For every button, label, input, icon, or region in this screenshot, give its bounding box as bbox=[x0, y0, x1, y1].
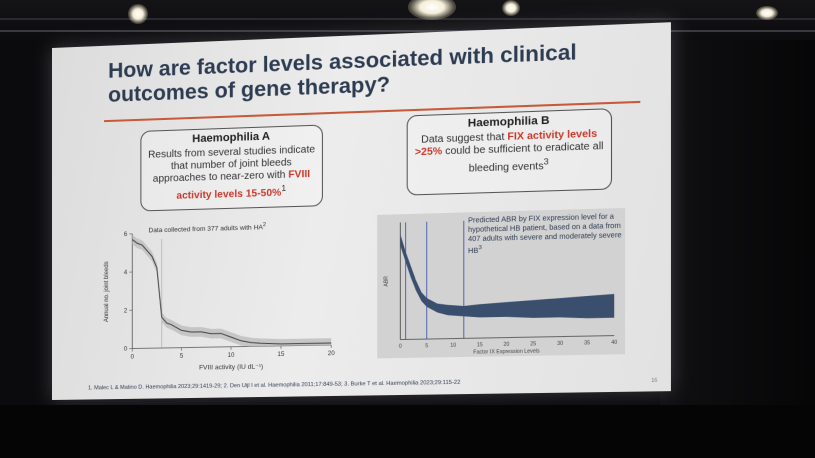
confidence-band bbox=[132, 229, 331, 348]
slide: How are factor levels associated with cl… bbox=[52, 22, 671, 400]
audience-area bbox=[0, 405, 815, 458]
haemophilia-a-footnote: 1 bbox=[281, 183, 286, 193]
dark-hall-wall bbox=[660, 40, 815, 410]
x-tick-label: 35 bbox=[584, 340, 590, 346]
chart-b-caption-text: Predicted ABR by FIX expression level fo… bbox=[468, 213, 622, 255]
chart-b-caption: Predicted ABR by FIX expression level fo… bbox=[468, 212, 632, 256]
y-tick-label: 4 bbox=[124, 270, 128, 276]
haemophilia-b-box: Haemophilia B Data suggest that FIX acti… bbox=[407, 108, 612, 195]
haemophilia-a-text: Results from several studies indicate th… bbox=[147, 144, 315, 203]
haemophilia-b-footnote: 3 bbox=[544, 156, 549, 167]
x-tick-label: 30 bbox=[557, 341, 563, 347]
stage-light bbox=[502, 0, 520, 16]
x-axis bbox=[400, 336, 614, 340]
fviii-joint-bleeds-chart: 0 5 10 15 20 0 2 4 6 FVIII activity (IU dL⁻¹) Annu… bbox=[96, 214, 342, 381]
x-tick-label: 15 bbox=[477, 342, 483, 348]
x-axis-label: Factor IX Expression Levels bbox=[473, 348, 540, 355]
x-tick-label: 5 bbox=[180, 354, 184, 360]
slide-title: How are factor levels associated with cl… bbox=[108, 39, 610, 108]
page-number: 16 bbox=[651, 378, 657, 384]
x-tick-label: 10 bbox=[228, 353, 236, 359]
x-tick-label: 15 bbox=[278, 352, 286, 358]
y-tick-label: 2 bbox=[124, 308, 128, 314]
references: 1. Malec L & Matino D. Haemophilia 2023;… bbox=[88, 380, 460, 392]
haemophilia-b-text-end: could be sufficient to eradicate all ble… bbox=[442, 141, 603, 175]
x-tick-label: 20 bbox=[503, 342, 509, 348]
y-axis-label: ABR bbox=[384, 276, 390, 287]
haemophilia-b-text: Data suggest that FIX activity levels >2… bbox=[414, 128, 604, 177]
chart-b-caption-footnote: 3 bbox=[478, 245, 481, 251]
series-line bbox=[132, 234, 331, 346]
stage-light bbox=[128, 4, 148, 24]
x-tick-label: 0 bbox=[399, 344, 402, 350]
x-tick-label: 5 bbox=[425, 343, 428, 349]
x-axis-label: FVIII activity (IU dL⁻¹) bbox=[199, 363, 263, 371]
haemophilia-a-box: Haemophilia A Results from several studi… bbox=[140, 125, 323, 212]
y-tick-label: 0 bbox=[124, 347, 128, 353]
y-axis-label: Annual no. joint bleeds bbox=[104, 261, 110, 322]
x-tick-label: 0 bbox=[131, 355, 135, 361]
x-tick-label: 25 bbox=[530, 341, 536, 347]
truss-beam bbox=[0, 30, 815, 32]
y-tick-label: 6 bbox=[124, 232, 128, 238]
x-tick-label: 10 bbox=[450, 343, 456, 349]
truss-beam bbox=[0, 18, 815, 20]
projection-screen: How are factor levels associated with cl… bbox=[52, 22, 671, 400]
stage-light bbox=[756, 6, 778, 20]
x-tick-label: 40 bbox=[611, 340, 617, 346]
x-tick-label: 20 bbox=[328, 351, 336, 357]
